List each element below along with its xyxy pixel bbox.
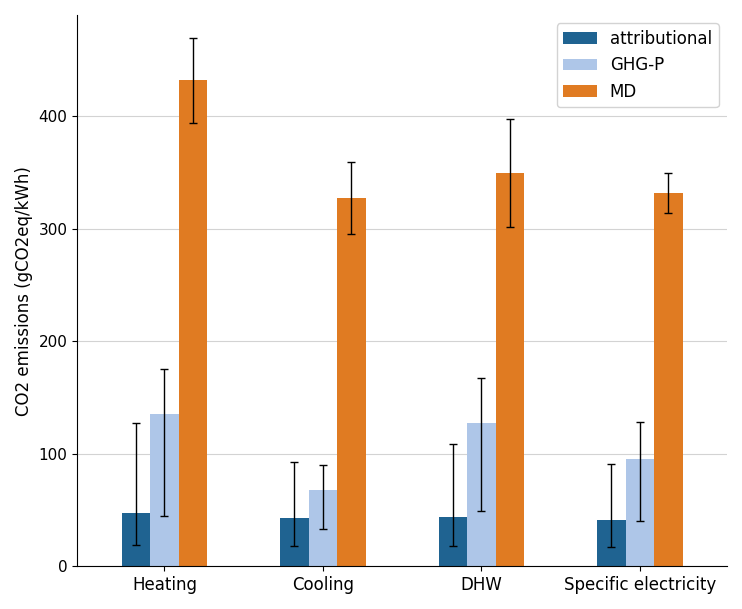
Bar <box>179 80 207 566</box>
Bar <box>309 490 337 566</box>
Bar <box>150 414 179 566</box>
Bar <box>654 193 683 566</box>
Bar <box>597 520 626 566</box>
Bar <box>467 423 496 566</box>
Y-axis label: CO2 emissions (gCO2eq/kWh): CO2 emissions (gCO2eq/kWh) <box>15 166 33 415</box>
Bar <box>626 459 654 566</box>
Legend: attributional, GHG-P, MD: attributional, GHG-P, MD <box>556 23 719 107</box>
Bar <box>439 517 467 566</box>
Bar <box>496 172 524 566</box>
Bar <box>337 199 366 566</box>
Bar <box>122 513 150 566</box>
Bar <box>280 518 309 566</box>
